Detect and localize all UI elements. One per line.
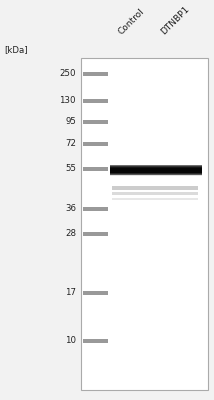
Bar (83, 166, 108, 171)
Bar (110, 166, 202, 167)
Text: 55: 55 (65, 164, 76, 173)
Text: Control: Control (117, 6, 146, 36)
Bar (110, 172, 202, 173)
Bar (110, 168, 202, 169)
Bar (110, 165, 202, 166)
Bar (110, 167, 202, 168)
Bar (110, 169, 202, 170)
Bar (110, 166, 202, 167)
Text: 130: 130 (59, 96, 76, 105)
Bar (83, 232, 108, 236)
Text: 28: 28 (65, 230, 76, 238)
Bar (83, 72, 108, 76)
Bar (112, 186, 198, 190)
Text: 36: 36 (65, 204, 76, 213)
Text: DTNBP1: DTNBP1 (159, 4, 192, 36)
Bar (112, 198, 198, 200)
Bar (112, 192, 198, 195)
Bar (110, 170, 202, 171)
Bar (110, 173, 202, 174)
Bar (110, 173, 202, 174)
Text: [kDa]: [kDa] (4, 46, 28, 54)
Bar (110, 164, 202, 165)
Text: 17: 17 (65, 288, 76, 297)
Bar (110, 168, 202, 173)
Bar (81, 58, 208, 390)
Text: 95: 95 (65, 118, 76, 126)
Bar (83, 338, 108, 343)
Bar (110, 175, 202, 176)
Bar (110, 164, 202, 165)
Bar (83, 290, 108, 295)
Bar (83, 206, 108, 211)
Bar (83, 120, 108, 124)
Bar (110, 174, 202, 175)
Text: 10: 10 (65, 336, 76, 345)
Bar (110, 175, 202, 176)
Bar (83, 142, 108, 146)
Bar (83, 99, 108, 103)
Bar (110, 171, 202, 172)
Text: 250: 250 (59, 70, 76, 78)
Text: 72: 72 (65, 140, 76, 148)
Bar (110, 171, 202, 172)
